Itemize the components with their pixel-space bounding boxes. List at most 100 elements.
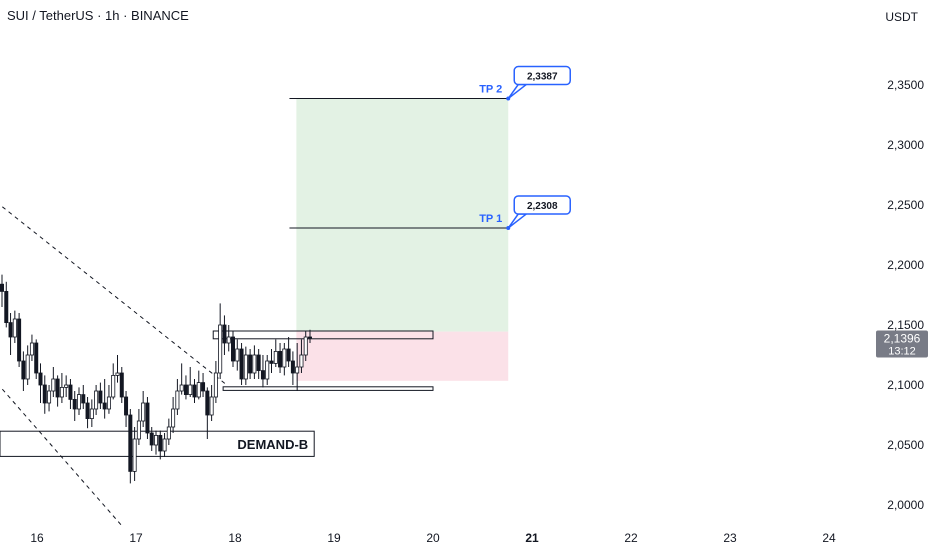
candle-body (0, 283, 4, 292)
channel-line-2 (1, 388, 124, 528)
candle-body (4, 290, 9, 323)
candle-body (12, 318, 17, 338)
candle-body (29, 342, 34, 356)
candle-body (162, 438, 167, 452)
candle-body (81, 394, 86, 404)
candle-body (149, 432, 154, 446)
x-tick-label: 24 (822, 531, 836, 545)
candle-body (188, 384, 193, 396)
x-tick-label: 19 (327, 531, 341, 545)
tp-label-1: TP 1 (479, 213, 502, 225)
candle-body (68, 384, 73, 400)
x-tick-label: 17 (129, 531, 143, 545)
candle-body (196, 382, 201, 398)
candle-body (94, 390, 99, 410)
candle-body (226, 336, 231, 344)
candle-body (8, 322, 13, 338)
candle-body (136, 420, 141, 440)
candle-body (102, 402, 107, 410)
candle-body (166, 426, 171, 440)
candle-body (98, 390, 103, 404)
candle-body (307, 336, 312, 339)
candle-body (25, 354, 30, 380)
candle-body (235, 348, 240, 362)
candle-body (128, 414, 133, 472)
candle-body (51, 378, 56, 392)
candle-body (222, 324, 227, 344)
candle-body (55, 378, 60, 398)
candle-body (85, 402, 90, 419)
y-tick-label: 2,1500 (887, 318, 924, 332)
candle-body (179, 384, 184, 392)
candle-body (17, 318, 22, 362)
candle-body (252, 354, 257, 374)
candle-body (213, 372, 218, 398)
candle-body (205, 390, 210, 416)
range-box-2 (222, 386, 434, 391)
tp-label-2: TP 2 (479, 84, 502, 96)
y-tick-label: 2,0500 (887, 438, 924, 452)
candle-body (183, 384, 188, 396)
candle-body (273, 350, 278, 364)
callout-pointer-1 (507, 213, 529, 229)
labels-layer: DEMAND-B TP 1 2,2308 TP 2 2,3387 (237, 65, 571, 452)
profit-zone (296, 98, 509, 332)
candle-body (47, 390, 52, 404)
candle-body (132, 438, 137, 472)
candle-body (299, 354, 304, 368)
candle-body (72, 398, 77, 410)
candle-body (171, 408, 176, 428)
chart-title[interactable]: SUI / TetherUS · 1h · BINANCE (7, 8, 189, 23)
candle-body (239, 348, 244, 380)
candle-body (21, 360, 26, 380)
y-tick-label: 2,0000 (887, 498, 924, 512)
candle-body (38, 372, 43, 386)
candle-body (77, 394, 82, 410)
x-tick-label: 16 (30, 531, 44, 545)
callout-value-1: 2,2308 (527, 201, 558, 212)
loss-zone (296, 331, 509, 381)
callout-box-1 (513, 195, 571, 215)
candle-body (265, 360, 270, 380)
candle-body (290, 360, 295, 374)
current-price-value: 2,1396 (884, 331, 921, 345)
x-tick-label: 18 (228, 531, 242, 545)
demand-zone-label: DEMAND-B (237, 437, 308, 452)
candle-body (295, 366, 300, 374)
callout-pointer-2 (507, 83, 529, 100)
y-tick-label: 2,3500 (887, 78, 924, 92)
drawings-layer (1, 96, 511, 528)
candle-body (256, 354, 261, 371)
y-tick-label: 2,3000 (887, 138, 924, 152)
candle-body (115, 372, 120, 376)
candle-body (64, 384, 69, 388)
candle-body (124, 396, 129, 416)
candle-body (243, 354, 248, 380)
candle-body (201, 382, 206, 392)
demand-zone (0, 430, 315, 457)
currency-unit: USDT (885, 10, 918, 24)
time-axis[interactable]: 16 17 18 19 20 21 22 23 24 (30, 531, 836, 545)
candle-body (145, 402, 150, 434)
candle-body (192, 384, 197, 398)
callout-box-2 (513, 65, 571, 86)
candle-body (209, 396, 214, 416)
candle-body (282, 348, 287, 368)
candle-body (286, 348, 291, 362)
candle-body (248, 354, 253, 374)
candle-body (89, 408, 94, 420)
current-price-countdown: 13:12 (888, 345, 916, 357)
current-price-badge (876, 330, 928, 358)
candle-body (141, 402, 146, 422)
range-box-1 (212, 330, 434, 340)
candle-body (42, 384, 47, 404)
x-tick-label: 21 (525, 531, 539, 545)
price-axis[interactable]: 2,0000 2,0500 2,1000 2,1500 2,2000 2,2500 2,30… (876, 78, 928, 512)
x-tick-label: 22 (624, 531, 638, 545)
candle-body (119, 372, 124, 398)
candle-body (278, 350, 283, 368)
callout-value-2: 2,3387 (527, 72, 558, 83)
zones-layer (0, 98, 509, 457)
candle-body (111, 374, 116, 398)
